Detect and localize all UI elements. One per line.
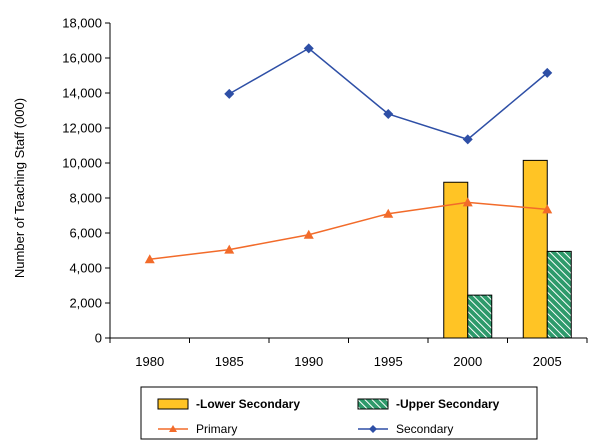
marker-primary [224,244,235,254]
legend-marker-secondary [369,425,377,433]
legend-marker-primary [169,425,177,432]
marker-secondary [462,134,473,145]
y-tick-label: 6,000 [69,226,102,241]
marker-primary [383,208,394,218]
x-tick-label: 1980 [135,354,164,369]
legend: -Lower Secondary -Upper Secondary Primar… [140,386,538,440]
marker-secondary [303,43,314,54]
y-tick-label: 0 [95,331,102,346]
marker-primary [303,229,314,239]
marker-secondary [542,67,553,78]
line-primary [149,201,548,260]
legend-swatch-upper-secondary [357,398,389,410]
x-tick-label: 1995 [374,354,403,369]
bar-lower-secondary [522,159,548,339]
y-tick-label: 12,000 [62,121,102,136]
x-tick-label: 1990 [294,354,323,369]
legend-label-secondary: Secondary [396,422,453,436]
legend-label-upper-secondary: -Upper Secondary [396,397,500,411]
y-tick-label: 10,000 [62,156,102,171]
axes [109,23,587,339]
marker-primary [144,254,155,264]
bar-upper-secondary [546,250,572,339]
y-tick-label: 2,000 [69,296,102,311]
bars [443,159,572,339]
marker-primary [462,197,473,207]
x-tick-label: 2005 [533,354,562,369]
legend-label-lower-secondary: -Lower Secondary [196,397,300,411]
y-tick-label: 14,000 [62,86,102,101]
bar-upper-secondary [467,294,493,339]
y-ticks: 0 2,000 4,000 6,000 8,000 10,000 12,000 14,000 1… [62,16,110,346]
bar-lower-secondary [443,181,469,339]
marker-secondary [224,88,235,99]
legend-swatch-lower-secondary [157,398,189,410]
lines [144,43,553,264]
line-secondary [228,47,548,141]
x-ticks: 1980 1985 1990 1995 2000 2005 [109,338,588,369]
y-tick-label: 8,000 [69,191,102,206]
marker-secondary [383,109,394,119]
y-tick-label: 16,000 [62,51,102,66]
marker-primary [542,204,553,214]
y-tick-label: 4,000 [69,261,102,276]
legend-label-primary: Primary [196,422,237,436]
y-tick-label: 18,000 [62,16,102,31]
y-axis-label: Number of Teaching Staff (000) [12,98,27,278]
legend-box [140,386,538,440]
x-tick-label: 1985 [215,354,244,369]
x-tick-label: 2000 [453,354,482,369]
